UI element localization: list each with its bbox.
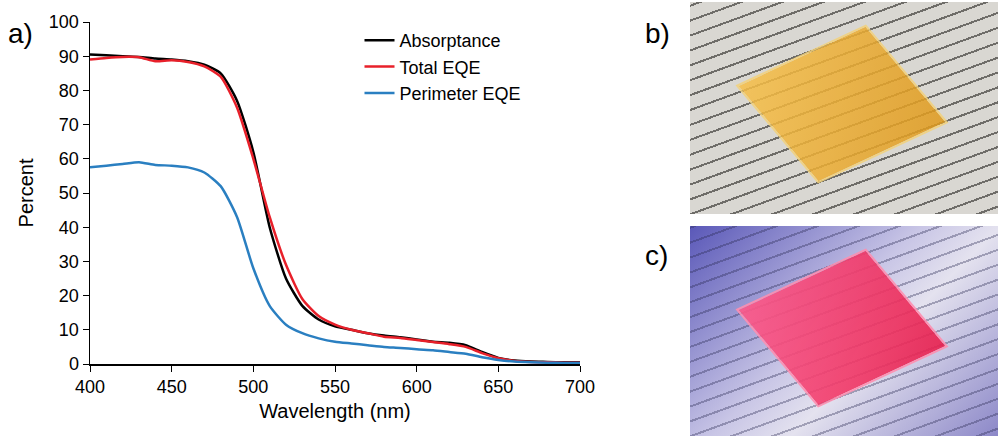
svg-text:90: 90 bbox=[59, 47, 79, 67]
html-text:c): c) bbox=[645, 240, 669, 271]
svg-text:600: 600 bbox=[402, 377, 432, 397]
svg-text:80: 80 bbox=[59, 81, 79, 101]
svg-text:30: 30 bbox=[59, 252, 79, 272]
svg-text:650: 650 bbox=[483, 377, 513, 397]
svg-text:Total EQE: Total EQE bbox=[400, 58, 481, 78]
svg-text:Absorptance: Absorptance bbox=[400, 31, 501, 51]
svg-text:70: 70 bbox=[59, 115, 79, 135]
svg-text:700: 700 bbox=[565, 377, 595, 397]
svg-text:60: 60 bbox=[59, 149, 79, 169]
html-text:a): a) bbox=[8, 18, 33, 49]
svg-text:550: 550 bbox=[320, 377, 350, 397]
svg-text:10: 10 bbox=[59, 320, 79, 340]
svg-text:0: 0 bbox=[69, 354, 79, 374]
svg-text:450: 450 bbox=[157, 377, 187, 397]
svg-text:Perimeter EQE: Perimeter EQE bbox=[400, 84, 521, 104]
svg-text:400: 400 bbox=[75, 377, 105, 397]
svg-text:500: 500 bbox=[238, 377, 268, 397]
svg-text:20: 20 bbox=[59, 286, 79, 306]
svg-text:40: 40 bbox=[59, 218, 79, 238]
svg-text:50: 50 bbox=[59, 183, 79, 203]
html-text:b): b) bbox=[645, 18, 670, 49]
svg-text:Wavelength (nm): Wavelength (nm) bbox=[259, 400, 411, 422]
svg-text:Percent: Percent bbox=[15, 158, 37, 227]
svg-text:100: 100 bbox=[49, 12, 79, 32]
